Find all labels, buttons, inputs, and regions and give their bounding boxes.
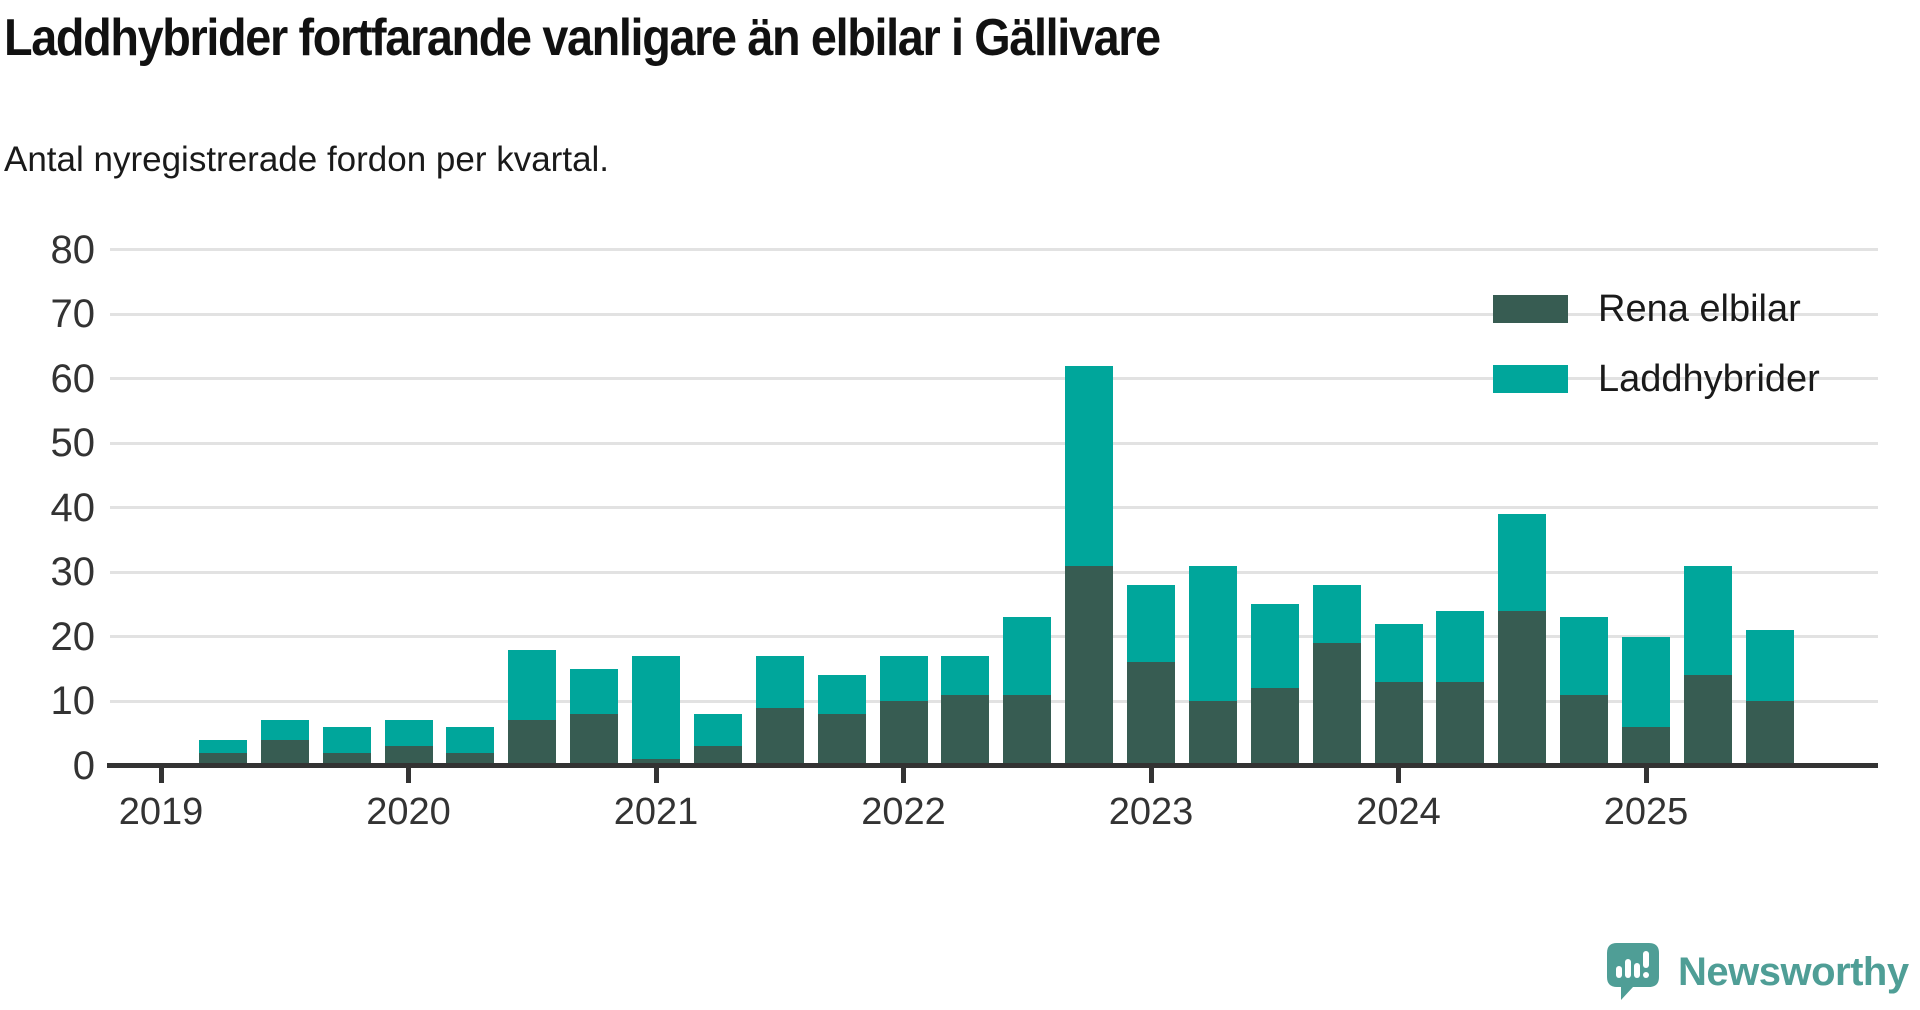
x-axis-label-2023: 2023	[1108, 791, 1194, 833]
bar-laddhybrider-2022-q1	[879, 655, 928, 702]
bar-laddhybrider-2024-q1	[1374, 623, 1423, 682]
bar-laddhybrider-2021-q4	[817, 675, 866, 714]
bar-rena-elbilar-2024-q1	[1374, 681, 1423, 766]
gridline-50	[110, 441, 1878, 445]
y-axis-label-70: 70	[50, 292, 96, 337]
legend-item-rena-elbilar: Rena elbilar	[1493, 290, 1820, 328]
bar-laddhybrider-2023-q2	[1188, 565, 1237, 702]
bar-laddhybrider-2020-q4	[570, 668, 619, 714]
bar-laddhybrider-2022-q3	[1003, 617, 1052, 695]
x-axis-label-2025: 2025	[1603, 791, 1689, 833]
y-axis-label-40: 40	[50, 485, 96, 530]
bar-laddhybrider-2019-q3	[260, 720, 309, 740]
bar-laddhybrider-2021-q3	[755, 655, 804, 708]
bar-laddhybrider-2023-q3	[1250, 604, 1299, 689]
legend: Rena elbilar Laddhybrider	[1493, 290, 1820, 398]
y-axis-label-30: 30	[50, 550, 96, 595]
bar-rena-elbilar-2024-q2	[1436, 681, 1485, 766]
x-tick-2020	[406, 768, 411, 783]
bar-laddhybrider-2025-q3	[1745, 630, 1794, 702]
bar-rena-elbilar-2020-q3	[508, 720, 557, 766]
bar-rena-elbilar-2020-q2	[446, 752, 495, 766]
bar-rena-elbilar-2021-q1	[632, 759, 680, 766]
y-axis-label-0: 0	[72, 743, 95, 788]
y-axis-label-80: 80	[50, 227, 96, 272]
bar-rena-elbilar-2019-q4	[322, 752, 371, 766]
bar-laddhybrider-2020-q3	[508, 649, 557, 721]
x-axis-label-2024: 2024	[1356, 791, 1441, 833]
gridline-60	[110, 377, 1878, 381]
x-tick-2021	[653, 768, 659, 783]
bar-laddhybrider-2025-q1	[1622, 636, 1670, 727]
newsworthy-logo: Newsworthy	[1606, 942, 1909, 1002]
bar-rena-elbilar-2022-q3	[1003, 694, 1052, 766]
bar-laddhybrider-2022-q4	[1065, 365, 1114, 566]
y-axis-label-50: 50	[50, 421, 96, 466]
x-tick-2022	[901, 768, 906, 783]
legend-swatch-rena-elbilar	[1493, 295, 1568, 323]
bar-rena-elbilar-2019-q3	[260, 739, 309, 766]
gridline-30	[110, 570, 1878, 574]
newsworthy-logo-text: Newsworthy	[1678, 950, 1909, 994]
y-axis-label-60: 60	[50, 356, 96, 401]
bar-rena-elbilar-2019-q2	[198, 752, 247, 766]
bar-rena-elbilar-2023-q3	[1250, 688, 1299, 766]
bar-laddhybrider-2025-q2	[1683, 565, 1732, 676]
x-tick-2023	[1148, 768, 1154, 783]
newsworthy-logo-icon	[1607, 943, 1659, 1000]
bar-laddhybrider-2021-q2	[693, 713, 742, 747]
x-tick-2019	[158, 768, 164, 783]
y-axis-label-10: 10	[50, 679, 96, 724]
bar-rena-elbilar-2022-q4	[1065, 565, 1114, 766]
chart-subtitle: Antal nyregistrerade fordon per kvartal.	[4, 140, 610, 179]
bar-rena-elbilar-2023-q1	[1127, 662, 1175, 766]
bar-laddhybrider-2019-q2	[198, 739, 247, 753]
x-axis-line	[107, 763, 1878, 768]
bar-rena-elbilar-2025-q2	[1683, 675, 1732, 766]
x-axis-label-2021: 2021	[613, 791, 699, 833]
bar-rena-elbilar-2025-q3	[1745, 701, 1794, 766]
bar-rena-elbilar-2023-q2	[1188, 701, 1237, 766]
bar-rena-elbilar-2024-q3	[1498, 610, 1547, 766]
bar-rena-elbilar-2020-q4	[570, 713, 619, 766]
x-axis-label-2022: 2022	[861, 791, 946, 833]
bar-laddhybrider-2024-q3	[1498, 514, 1547, 611]
gridline-40	[110, 506, 1878, 510]
x-tick-2025	[1643, 768, 1649, 783]
x-axis-label-2020: 2020	[366, 791, 451, 833]
bar-rena-elbilar-2022-q2	[941, 694, 990, 766]
bar-laddhybrider-2024-q4	[1560, 617, 1609, 695]
gridline-20	[110, 635, 1878, 639]
bar-laddhybrider-2023-q4	[1312, 585, 1361, 644]
bar-rena-elbilar-2021-q2	[693, 746, 742, 766]
gridline-80	[110, 248, 1878, 252]
x-tick-2024	[1396, 768, 1401, 783]
legend-item-laddhybrider: Laddhybrider	[1493, 360, 1820, 398]
bar-laddhybrider-2021-q1	[632, 655, 680, 760]
x-axis-label-2019: 2019	[118, 791, 204, 833]
bar-laddhybrider-2022-q2	[941, 655, 990, 695]
legend-label-laddhybrider: Laddhybrider	[1598, 358, 1820, 400]
gridline-70	[110, 312, 1878, 316]
bar-laddhybrider-2024-q2	[1436, 610, 1485, 682]
bar-rena-elbilar-2025-q1	[1622, 726, 1670, 766]
legend-label-rena-elbilar: Rena elbilar	[1598, 288, 1801, 330]
chart-title: Laddhybrider fortfarande vanligare än el…	[4, 9, 1161, 67]
gridline-10	[110, 699, 1878, 703]
bar-rena-elbilar-2020-q1	[384, 746, 433, 766]
bar-rena-elbilar-2024-q4	[1560, 694, 1609, 766]
bar-rena-elbilar-2023-q4	[1312, 643, 1361, 766]
legend-swatch-laddhybrider	[1493, 365, 1568, 393]
bar-rena-elbilar-2021-q4	[817, 713, 866, 766]
y-axis-label-20: 20	[50, 614, 96, 659]
bar-rena-elbilar-2022-q1	[879, 701, 928, 766]
bar-laddhybrider-2020-q2	[446, 726, 495, 753]
bar-rena-elbilar-2021-q3	[755, 707, 804, 766]
bar-laddhybrider-2020-q1	[384, 720, 433, 747]
bar-laddhybrider-2019-q4	[322, 726, 371, 753]
bar-laddhybrider-2023-q1	[1127, 585, 1175, 663]
